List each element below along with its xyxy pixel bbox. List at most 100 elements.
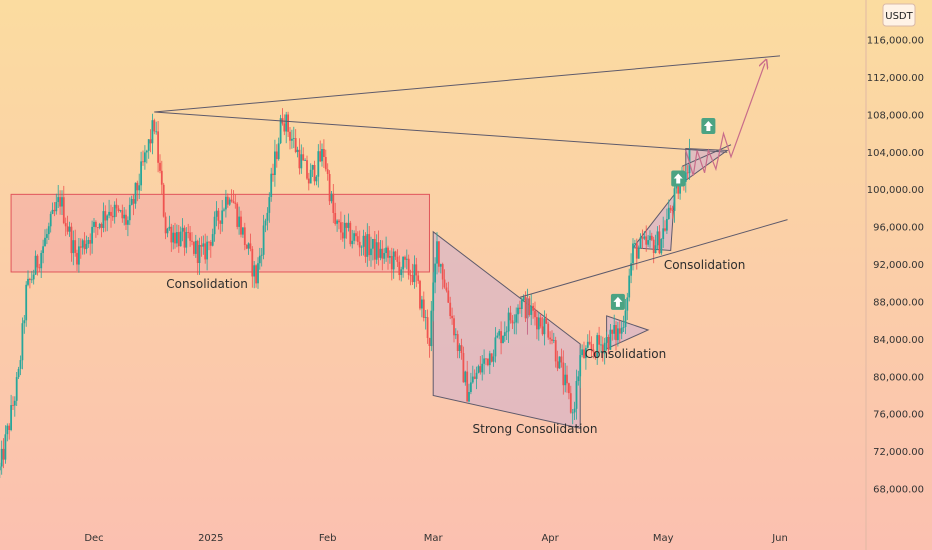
- candle: [438, 241, 440, 273]
- candle-body: [27, 278, 29, 285]
- currency-badge[interactable]: USDT: [882, 3, 916, 27]
- candle: [17, 366, 20, 379]
- candle-body: [634, 243, 636, 244]
- time-tick-label: May: [653, 533, 674, 544]
- candle: [609, 324, 612, 351]
- candle: [15, 372, 18, 406]
- price-tick-label: 68,000.00: [873, 485, 924, 496]
- candle: [61, 190, 63, 215]
- candle: [421, 295, 423, 318]
- candle-body: [324, 157, 327, 170]
- candle: [468, 383, 470, 403]
- candle-body: [669, 207, 672, 211]
- candle-body: [330, 193, 333, 202]
- candle: [232, 190, 235, 204]
- candle-body: [4, 434, 7, 460]
- candle-body: [34, 255, 37, 275]
- candle-body: [72, 240, 75, 254]
- candle-body: [605, 337, 608, 343]
- price-axis[interactable]: 116,000.00 112,000.00 108,000.00 104,000.00…: [867, 36, 924, 496]
- candle: [217, 208, 220, 230]
- up-arrow-icon[interactable]: [671, 170, 686, 187]
- candle-body: [419, 280, 421, 309]
- candle-body: [292, 138, 295, 139]
- candle-body: [191, 240, 193, 242]
- trendline-3[interactable]: [519, 219, 788, 298]
- time-axis[interactable]: Dec 2025 Feb Mar Apr May Jun: [84, 533, 787, 544]
- candle-body: [453, 318, 455, 336]
- candle: [272, 163, 274, 182]
- candle-body: [618, 328, 621, 334]
- candle-body: [81, 240, 84, 248]
- candle: [27, 270, 29, 287]
- candle-body: [311, 165, 314, 170]
- candle: [492, 349, 495, 367]
- candle: [134, 182, 137, 209]
- candle-body: [611, 329, 614, 334]
- candle-body: [656, 231, 659, 246]
- candle-body: [89, 240, 92, 244]
- candle: [336, 219, 338, 232]
- trendline-1[interactable]: [154, 55, 781, 113]
- candle: [64, 217, 67, 237]
- candle-body: [136, 182, 139, 191]
- candle-body: [268, 197, 271, 213]
- candle: [274, 139, 276, 187]
- candle-body: [541, 326, 544, 335]
- candle: [428, 337, 431, 358]
- candle-body: [519, 307, 521, 309]
- candle: [83, 232, 86, 255]
- candle-body: [654, 245, 657, 253]
- triangle-pattern-2[interactable]: [632, 192, 676, 252]
- candle-body: [258, 255, 261, 264]
- candle-body: [204, 243, 207, 260]
- candle-body: [32, 274, 35, 280]
- candle-body: [164, 216, 167, 234]
- candle-body: [586, 341, 589, 348]
- candle-body: [232, 201, 235, 203]
- candle-body: [379, 248, 382, 258]
- candle-body: [405, 258, 408, 260]
- candle-body: [321, 149, 323, 162]
- candle: [317, 144, 320, 188]
- candle-body: [341, 232, 344, 239]
- trendline-2[interactable]: [154, 111, 728, 153]
- candle: [47, 222, 50, 240]
- candle-body: [684, 172, 687, 182]
- candle-body: [328, 174, 331, 202]
- candle: [307, 172, 310, 191]
- candle-body: [106, 215, 109, 221]
- projection-path[interactable]: [685, 63, 765, 176]
- candle-body: [358, 241, 361, 248]
- candle: [157, 121, 159, 173]
- trendline-4[interactable]: [681, 144, 732, 167]
- candle: [430, 301, 433, 352]
- candle-body: [159, 162, 161, 171]
- candle: [213, 211, 216, 242]
- candle: [635, 238, 638, 270]
- candle: [407, 254, 410, 280]
- candle: [494, 327, 497, 363]
- candle-body: [240, 216, 242, 235]
- candle-body: [417, 275, 420, 281]
- candle: [485, 358, 487, 366]
- candle-body: [83, 240, 86, 250]
- candle-body: [400, 269, 403, 275]
- candle: [44, 229, 46, 247]
- candle: [464, 370, 467, 386]
- candle-body: [134, 182, 137, 204]
- up-arrow-icon[interactable]: [701, 118, 716, 135]
- candle: [108, 199, 110, 219]
- candle-body: [398, 261, 401, 275]
- candle-body: [74, 240, 77, 253]
- candles[interactable]: [0, 108, 691, 478]
- candle-body: [505, 331, 508, 333]
- up-arrow-icon[interactable]: [610, 293, 625, 310]
- candle-body: [513, 322, 516, 324]
- candle: [170, 223, 173, 252]
- candle-body: [245, 245, 248, 249]
- candle-body: [552, 340, 555, 341]
- candle-body: [360, 246, 363, 248]
- candle: [439, 263, 442, 274]
